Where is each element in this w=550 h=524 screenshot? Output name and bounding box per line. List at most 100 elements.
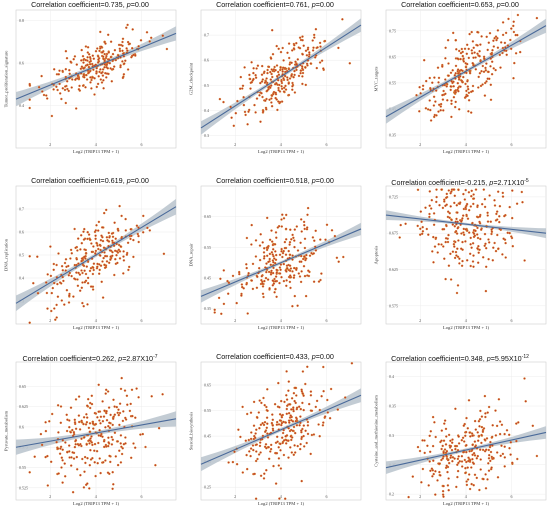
scatter-points [227,362,354,500]
data-point [512,24,515,28]
data-point [460,232,463,235]
data-point [104,443,108,447]
data-point [250,243,253,246]
data-point [162,252,166,256]
data-point [494,409,497,412]
data-point [306,206,310,210]
data-point [487,41,491,44]
data-point [279,268,282,272]
data-point [524,400,527,403]
data-point [449,439,452,443]
data-point [456,284,460,287]
data-point [467,456,470,459]
data-point [280,423,283,427]
data-point [455,485,458,489]
data-point [306,420,310,424]
data-point [443,422,446,425]
data-point [296,249,300,252]
data-point [418,449,422,453]
data-point [295,268,298,272]
data-point [107,261,111,265]
title-prefix: Correlation coefficient= [391,354,465,363]
data-point [261,95,264,99]
data-point [254,459,258,463]
data-point [254,239,258,242]
data-point [456,211,459,214]
data-point [278,497,281,500]
x-tick-label: 2 [234,142,236,147]
data-point [103,409,106,412]
data-point [298,275,302,278]
data-point [250,223,253,227]
data-point [101,400,104,403]
data-point [440,188,443,191]
data-point [269,70,272,74]
data-point [458,460,462,463]
x-tick-label: 4 [465,142,467,147]
data-point [462,233,466,237]
data-point [456,226,459,230]
data-point [122,259,126,262]
data-point [232,124,236,128]
data-point [454,72,457,75]
data-point [302,394,305,397]
data-point [458,202,462,206]
data-point [531,424,535,428]
data-point [439,105,443,108]
data-point [77,444,81,447]
data-point [487,462,490,465]
data-point [418,110,421,113]
data-point [65,413,68,417]
data-point [446,458,450,462]
data-point [222,269,226,272]
data-point [58,69,61,72]
data-point [501,33,505,37]
scatter-panel: Correlation coefficient=0.653, p=0.00 MYC… [370,0,550,172]
data-point [455,291,459,295]
data-point [249,87,252,90]
data-point [36,291,40,295]
data-point [261,78,265,81]
data-point [304,294,308,298]
title-prefix: Correlation coefficient= [216,352,290,361]
data-point [457,239,460,242]
data-point [80,286,84,290]
data-point [321,424,325,427]
data-point [113,273,116,277]
data-point [56,404,60,407]
data-point [457,188,460,192]
data-point [109,258,112,261]
data-point [275,74,279,78]
data-point [32,281,35,285]
y-axis-label-wrap: Apoptosis [370,186,382,324]
data-point [279,263,283,266]
data-point [491,259,495,262]
data-point [460,47,464,51]
p-value: 0.00 [134,176,149,185]
data-point [281,255,284,259]
data-point [296,444,299,448]
data-point [481,64,485,68]
data-point [80,48,83,52]
data-point [278,281,281,285]
data-point [507,17,510,21]
data-point [297,74,301,78]
data-point [451,438,454,441]
data-point [262,257,266,260]
data-point [74,398,78,401]
data-point [81,281,84,284]
data-point [288,63,291,66]
data-point [300,270,303,273]
data-point [122,272,125,275]
data-point [59,421,63,425]
data-point [119,461,123,464]
data-point [84,248,88,252]
data-point [440,458,443,462]
data-point [289,286,292,290]
data-point [254,76,258,79]
data-point [301,392,304,395]
data-point [298,46,302,50]
data-point [265,468,268,472]
p-value: 5.95X10 [494,354,522,363]
data-point [267,457,271,461]
